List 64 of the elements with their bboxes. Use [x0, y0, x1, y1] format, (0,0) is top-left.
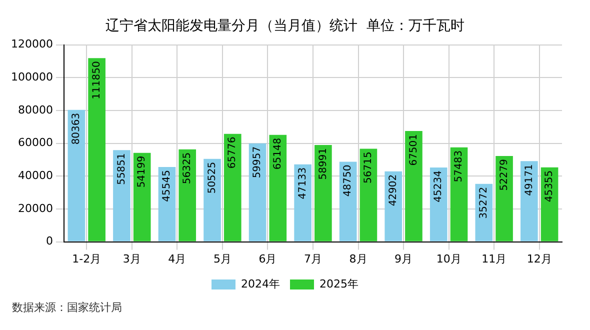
x-tick-label: 1-2月	[72, 252, 102, 266]
bar	[133, 152, 151, 242]
data-label: 45355	[544, 170, 556, 202]
bar	[314, 144, 332, 242]
y-tick-label: 40000	[18, 168, 53, 182]
bar	[248, 143, 266, 242]
bar	[68, 110, 86, 242]
x-tick-label: 12月	[526, 252, 552, 266]
data-label: 67501	[408, 134, 420, 166]
data-label: 65148	[272, 138, 284, 170]
data-label: 57483	[454, 150, 465, 182]
data-label: 45234	[433, 170, 444, 202]
data-label: 48750	[342, 164, 354, 197]
data-label: 80363	[71, 112, 82, 145]
y-tick-label: 20000	[18, 202, 53, 215]
data-label: 54199	[136, 156, 148, 188]
data-label: 45545	[162, 170, 173, 202]
bar	[204, 158, 221, 242]
data-label: 56325	[182, 152, 193, 184]
y-tick-label: 100000	[10, 70, 53, 84]
bar	[158, 167, 176, 242]
bar	[430, 168, 448, 242]
x-tick-label: 10月	[436, 252, 462, 266]
y-tick-label: 80000	[18, 103, 53, 116]
data-label: 56715	[363, 152, 374, 184]
data-label: 47133	[297, 167, 308, 200]
data-label: 35272	[478, 186, 490, 219]
data-label: 49171	[524, 164, 535, 196]
chart-title: 辽宁省太阳能发电量分月（当月值）统计 单位：万千瓦时	[106, 18, 464, 34]
data-label: 42902	[388, 174, 399, 206]
bar	[88, 58, 106, 242]
x-tick-label: 5月	[213, 252, 232, 266]
bar	[178, 149, 196, 242]
x-tick-label: 4月	[168, 252, 186, 266]
bar	[450, 147, 468, 242]
source-note: 数据来源：国家统计局	[12, 300, 122, 315]
data-label: 59957	[252, 146, 264, 178]
bar	[496, 156, 513, 242]
legend-label: 2024年	[241, 277, 280, 290]
x-tick-label: 3月	[122, 252, 141, 266]
bar	[224, 134, 242, 242]
bar	[113, 150, 130, 242]
x-tick-label: 11月	[482, 252, 507, 266]
data-label: 55851	[116, 153, 128, 185]
x-tick-label: 7月	[304, 252, 322, 266]
x-tick-label: 8月	[349, 252, 368, 266]
bar	[520, 161, 538, 242]
bar	[384, 171, 402, 242]
bar	[294, 164, 312, 242]
x-tick-label: 6月	[258, 252, 277, 266]
data-label: 58991	[318, 148, 329, 180]
bar	[475, 184, 493, 242]
y-tick-label: 120000	[10, 38, 53, 51]
bar	[360, 148, 378, 242]
bar	[269, 134, 287, 242]
data-label: 50525	[206, 162, 218, 194]
x-tick-label: 9月	[394, 252, 413, 266]
bar	[405, 130, 422, 242]
y-tick-label: 0	[46, 234, 53, 248]
data-label: 65776	[227, 136, 238, 169]
data-label: 52279	[498, 158, 510, 191]
legend-label: 2025年	[320, 277, 358, 290]
data-label: 111850	[91, 61, 102, 100]
y-tick-label: 60000	[18, 136, 53, 150]
